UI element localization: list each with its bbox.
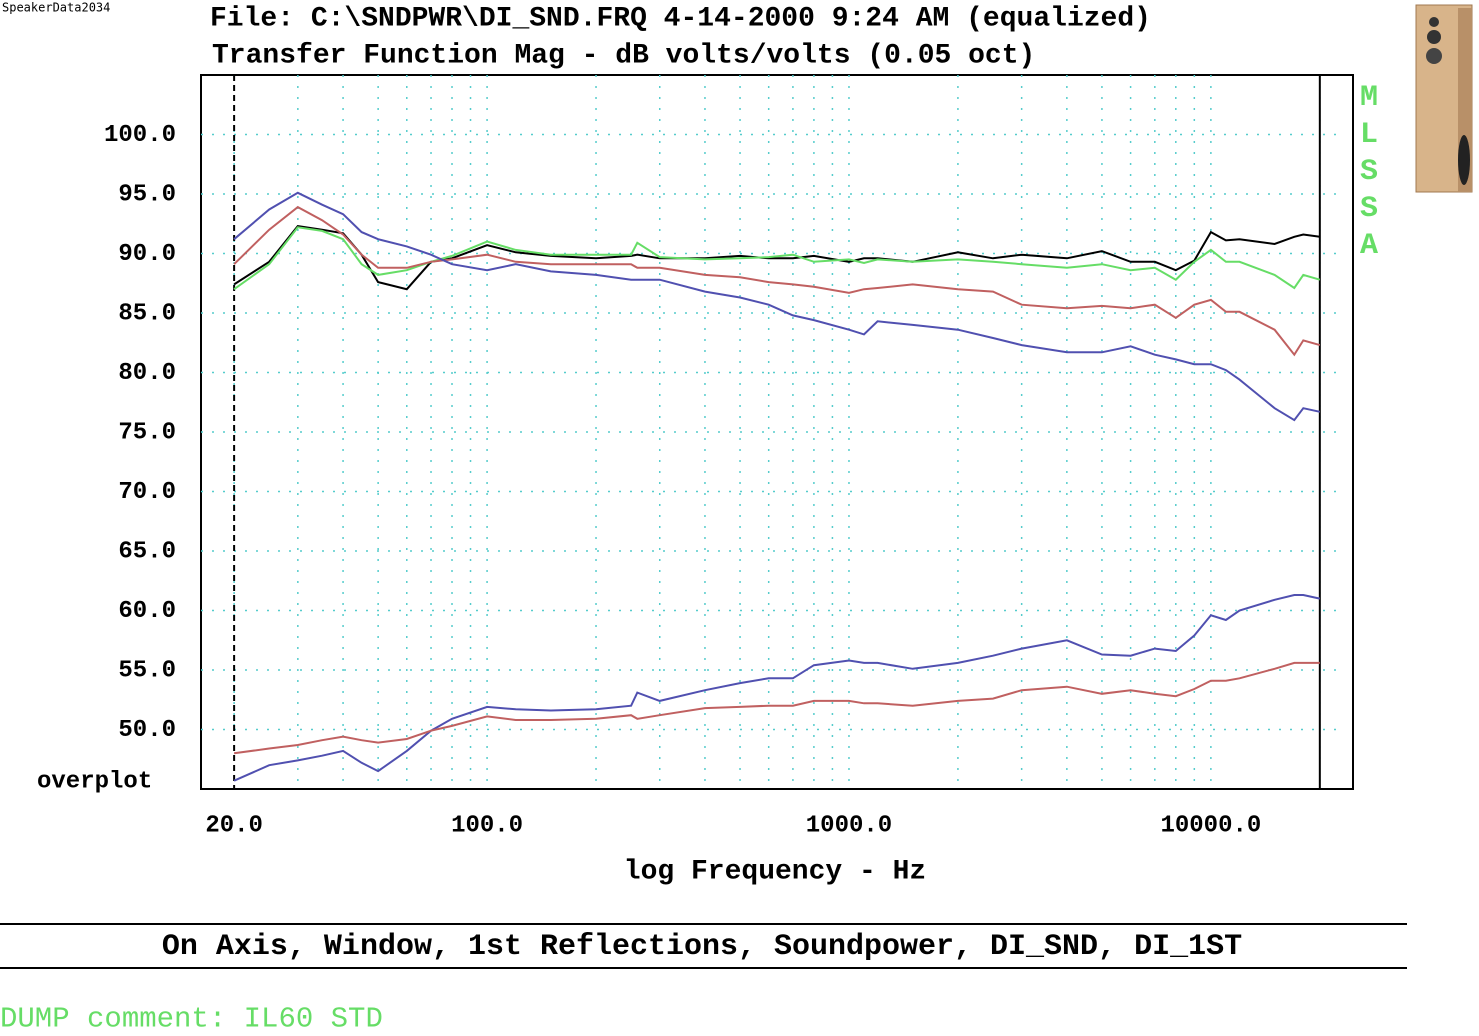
y-tick-label: 75.0	[118, 419, 176, 446]
y-tick-label: 50.0	[118, 717, 176, 744]
series-line	[233, 226, 1321, 291]
chart-title: File: C:\SNDPWR\DI_SND.FRQ 4-14-2000 9:2…	[210, 3, 1151, 34]
series-line	[233, 205, 1321, 357]
y-tick-label: 60.0	[118, 598, 176, 625]
footer: DUMP comment: IL60 STD	[0, 1003, 383, 1036]
y-tick-label: 100.0	[104, 122, 176, 149]
x-tick-label: 20.0	[205, 812, 263, 839]
y-tick-label: 65.0	[118, 538, 176, 565]
y-tick-label: 70.0	[118, 479, 176, 506]
watermark: SpeakerData2034	[2, 1, 110, 15]
x-tick-label: 1000.0	[806, 812, 892, 839]
y-tick-label: 90.0	[118, 241, 176, 268]
y-tick-label: 80.0	[118, 360, 176, 387]
corner-label: overplot	[37, 768, 152, 795]
series-line	[233, 191, 1321, 422]
caption: On Axis, Window, 1st Reflections, Soundp…	[162, 930, 1242, 964]
series-line	[233, 661, 1320, 755]
chart-subtitle: Transfer Function Mag - dB volts/volts (…	[212, 40, 1035, 71]
y-tick-label: 55.0	[118, 657, 176, 684]
x-tick-label: 10000.0	[1160, 812, 1261, 839]
y-tick-label: 85.0	[118, 300, 176, 327]
y-tick-label: 95.0	[118, 181, 176, 208]
x-tick-label: 100.0	[451, 812, 523, 839]
series-line	[233, 225, 1320, 291]
series-line	[233, 594, 1321, 782]
x-axis-label: log Frequency - Hz	[624, 856, 926, 887]
side-label: MLSSA	[1360, 81, 1379, 263]
speaker-icon	[1415, 4, 1473, 193]
